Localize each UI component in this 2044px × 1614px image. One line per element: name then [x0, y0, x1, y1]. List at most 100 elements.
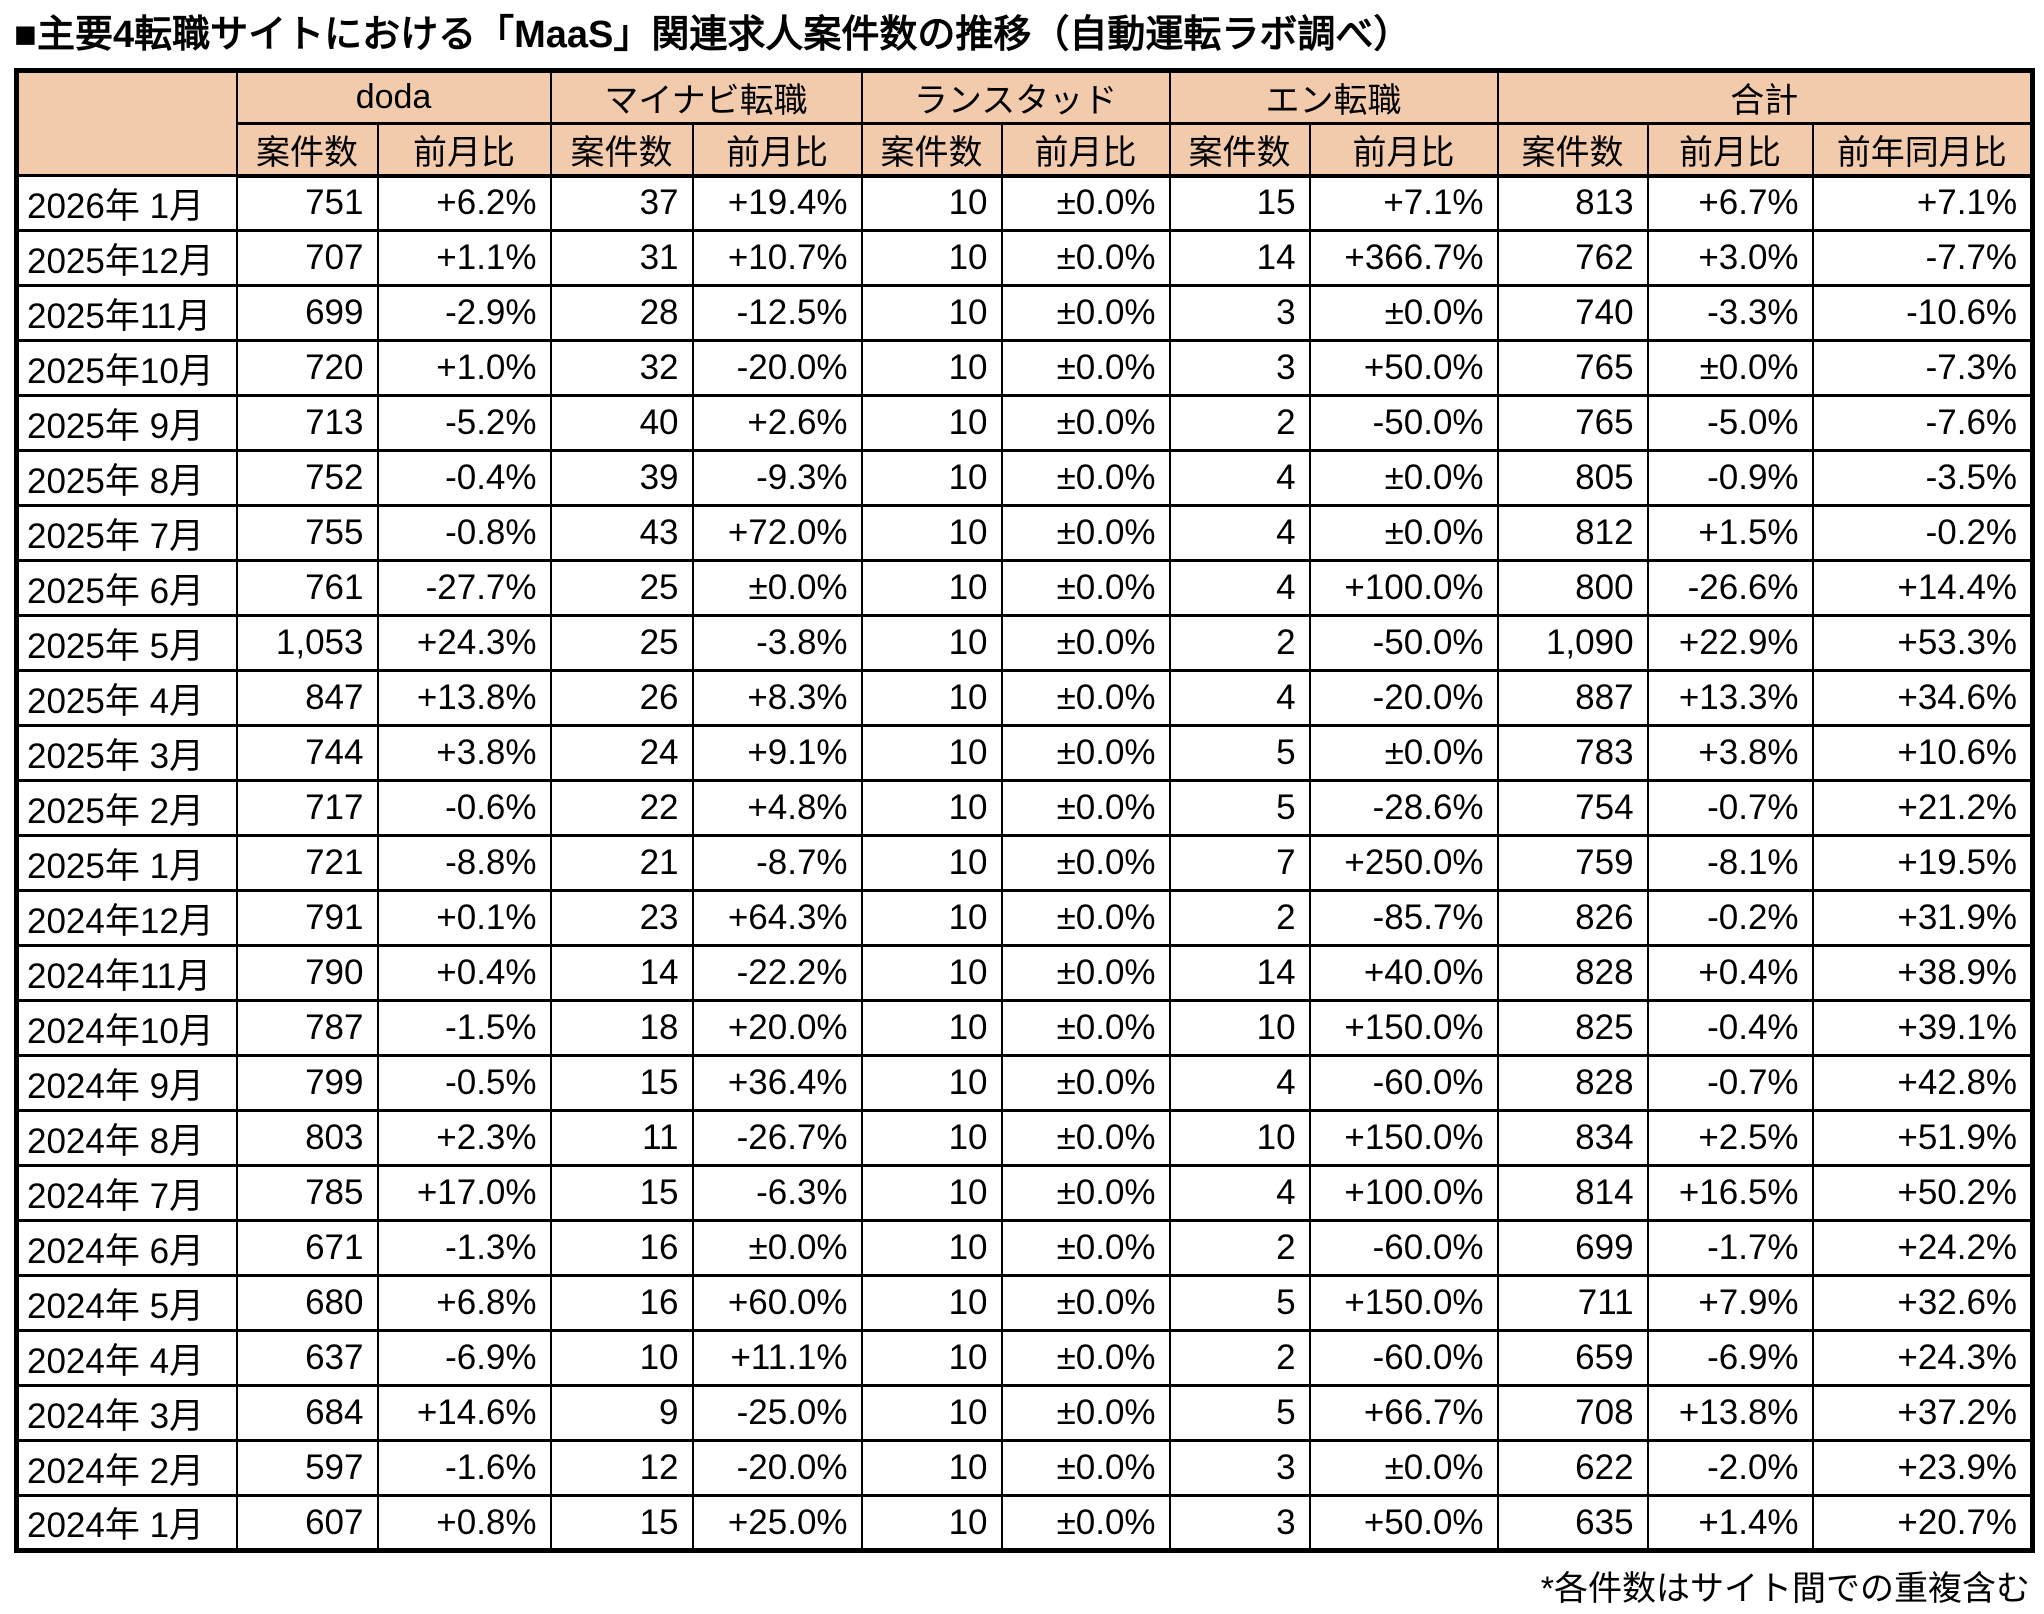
- value-cell: -0.8%: [376, 504, 552, 562]
- value-cell: ±0.0%: [1308, 724, 1499, 782]
- group-header-en: エン転職: [1168, 68, 1499, 125]
- value-cell: 3: [1168, 1494, 1311, 1552]
- value-cell: +16.5%: [1646, 1164, 1814, 1222]
- value-cell: -3.3%: [1646, 284, 1814, 342]
- value-cell: -9.3%: [691, 449, 863, 507]
- table-row: 2024年 1月 607 +0.8% 15 +25.0% 10 ±0.0% 3 +50.0% 6…: [15, 1494, 2034, 1552]
- value-cell: 15: [1168, 174, 1311, 232]
- value-cell: ±0.0%: [1000, 394, 1171, 452]
- value-cell: +3.0%: [1646, 229, 1814, 287]
- value-cell: ±0.0%: [1000, 559, 1171, 617]
- value-cell: 713: [235, 394, 379, 452]
- value-cell: +150.0%: [1308, 999, 1499, 1057]
- value-cell: 40: [549, 394, 694, 452]
- value-cell: 659: [1496, 1329, 1649, 1387]
- value-cell: ±0.0%: [1000, 724, 1171, 782]
- value-cell: -7.3%: [1811, 339, 2034, 397]
- month-cell: 2025年 2月: [15, 779, 238, 837]
- month-cell: 2024年 8月: [15, 1109, 238, 1167]
- value-cell: ±0.0%: [1000, 1054, 1171, 1112]
- value-cell: 10: [860, 1329, 1003, 1387]
- value-cell: 7: [1168, 834, 1311, 892]
- value-cell: 812: [1496, 504, 1649, 562]
- value-cell: 5: [1168, 724, 1311, 782]
- value-cell: ±0.0%: [1000, 834, 1171, 892]
- value-cell: ±0.0%: [1000, 944, 1171, 1002]
- value-cell: +6.7%: [1646, 174, 1814, 232]
- value-cell: 4: [1168, 449, 1311, 507]
- value-cell: 32: [549, 339, 694, 397]
- value-cell: 11: [549, 1109, 694, 1167]
- value-cell: ±0.0%: [1000, 889, 1171, 947]
- sub-header-cell: 案件数: [235, 121, 379, 178]
- group-header-total: 合計: [1496, 68, 2034, 125]
- value-cell: -25.0%: [691, 1384, 863, 1442]
- value-cell: 22: [549, 779, 694, 837]
- value-cell: 10: [549, 1329, 694, 1387]
- month-cell: 2024年 9月: [15, 1054, 238, 1112]
- value-cell: 10: [860, 1384, 1003, 1442]
- value-cell: +42.8%: [1811, 1054, 2034, 1112]
- value-cell: +7.1%: [1308, 174, 1499, 232]
- value-cell: 684: [235, 1384, 379, 1442]
- value-cell: 10: [860, 1274, 1003, 1332]
- value-cell: ±0.0%: [1000, 1109, 1171, 1167]
- value-cell: +19.5%: [1811, 834, 2034, 892]
- value-cell: 740: [1496, 284, 1649, 342]
- value-cell: 10: [1168, 1109, 1311, 1167]
- value-cell: 16: [549, 1219, 694, 1277]
- value-cell: 813: [1496, 174, 1649, 232]
- value-cell: 10: [860, 1054, 1003, 1112]
- table-row: 2024年 5月 680 +6.8% 16 +60.0% 10 ±0.0% 5 +150.0%…: [15, 1274, 2034, 1332]
- value-cell: 10: [860, 1219, 1003, 1277]
- value-cell: 10: [860, 504, 1003, 562]
- value-cell: ±0.0%: [1000, 339, 1171, 397]
- value-cell: +0.4%: [376, 944, 552, 1002]
- value-cell: -20.0%: [691, 1439, 863, 1497]
- value-cell: 761: [235, 559, 379, 617]
- table-row: 2025年10月 720 +1.0% 32 -20.0% 10 ±0.0% 3 +50.0% 7…: [15, 339, 2034, 397]
- value-cell: 744: [235, 724, 379, 782]
- value-cell: -0.9%: [1646, 449, 1814, 507]
- value-cell: 10: [1168, 999, 1311, 1057]
- table-row: 2024年 8月 803 +2.3% 11 -26.7% 10 ±0.0% 10 +150.0…: [15, 1109, 2034, 1167]
- value-cell: -6.3%: [691, 1164, 863, 1222]
- value-cell: 10: [860, 284, 1003, 342]
- value-cell: 10: [860, 889, 1003, 947]
- value-cell: +66.7%: [1308, 1384, 1499, 1442]
- value-cell: 10: [860, 614, 1003, 672]
- value-cell: -22.2%: [691, 944, 863, 1002]
- value-cell: +24.3%: [1811, 1329, 2034, 1387]
- value-cell: +13.3%: [1646, 669, 1814, 727]
- value-cell: 635: [1496, 1494, 1649, 1552]
- value-cell: -3.8%: [691, 614, 863, 672]
- sub-header-cell: 案件数: [1168, 121, 1311, 178]
- value-cell: ±0.0%: [1000, 449, 1171, 507]
- value-cell: +37.2%: [1811, 1384, 2034, 1442]
- value-cell: ±0.0%: [1308, 1439, 1499, 1497]
- value-cell: +60.0%: [691, 1274, 863, 1332]
- table-row: 2024年 6月 671 -1.3% 16 ±0.0% 10 ±0.0% 2 -60.0% 69…: [15, 1219, 2034, 1277]
- value-cell: -8.7%: [691, 834, 863, 892]
- value-cell: -20.0%: [691, 339, 863, 397]
- value-cell: -5.2%: [376, 394, 552, 452]
- value-cell: 10: [860, 339, 1003, 397]
- value-cell: -1.5%: [376, 999, 552, 1057]
- value-cell: 791: [235, 889, 379, 947]
- value-cell: 39: [549, 449, 694, 507]
- value-cell: 607: [235, 1494, 379, 1552]
- value-cell: +7.1%: [1811, 174, 2034, 232]
- value-cell: +1.0%: [376, 339, 552, 397]
- value-cell: +50.2%: [1811, 1164, 2034, 1222]
- value-cell: -0.4%: [376, 449, 552, 507]
- value-cell: 25: [549, 559, 694, 617]
- value-cell: -2.0%: [1646, 1439, 1814, 1497]
- value-cell: ±0.0%: [1646, 339, 1814, 397]
- month-cell: 2024年 1月: [15, 1494, 238, 1552]
- table-row: 2024年 4月 637 -6.9% 10 +11.1% 10 ±0.0% 2 -60.0% 6…: [15, 1329, 2034, 1387]
- value-cell: -60.0%: [1308, 1329, 1499, 1387]
- value-cell: 15: [549, 1164, 694, 1222]
- value-cell: 707: [235, 229, 379, 287]
- table-row: 2025年11月 699 -2.9% 28 -12.5% 10 ±0.0% 3 ±0.0% 74…: [15, 284, 2034, 342]
- table-row: 2024年11月 790 +0.4% 14 -22.2% 10 ±0.0% 14 +40.0%…: [15, 944, 2034, 1002]
